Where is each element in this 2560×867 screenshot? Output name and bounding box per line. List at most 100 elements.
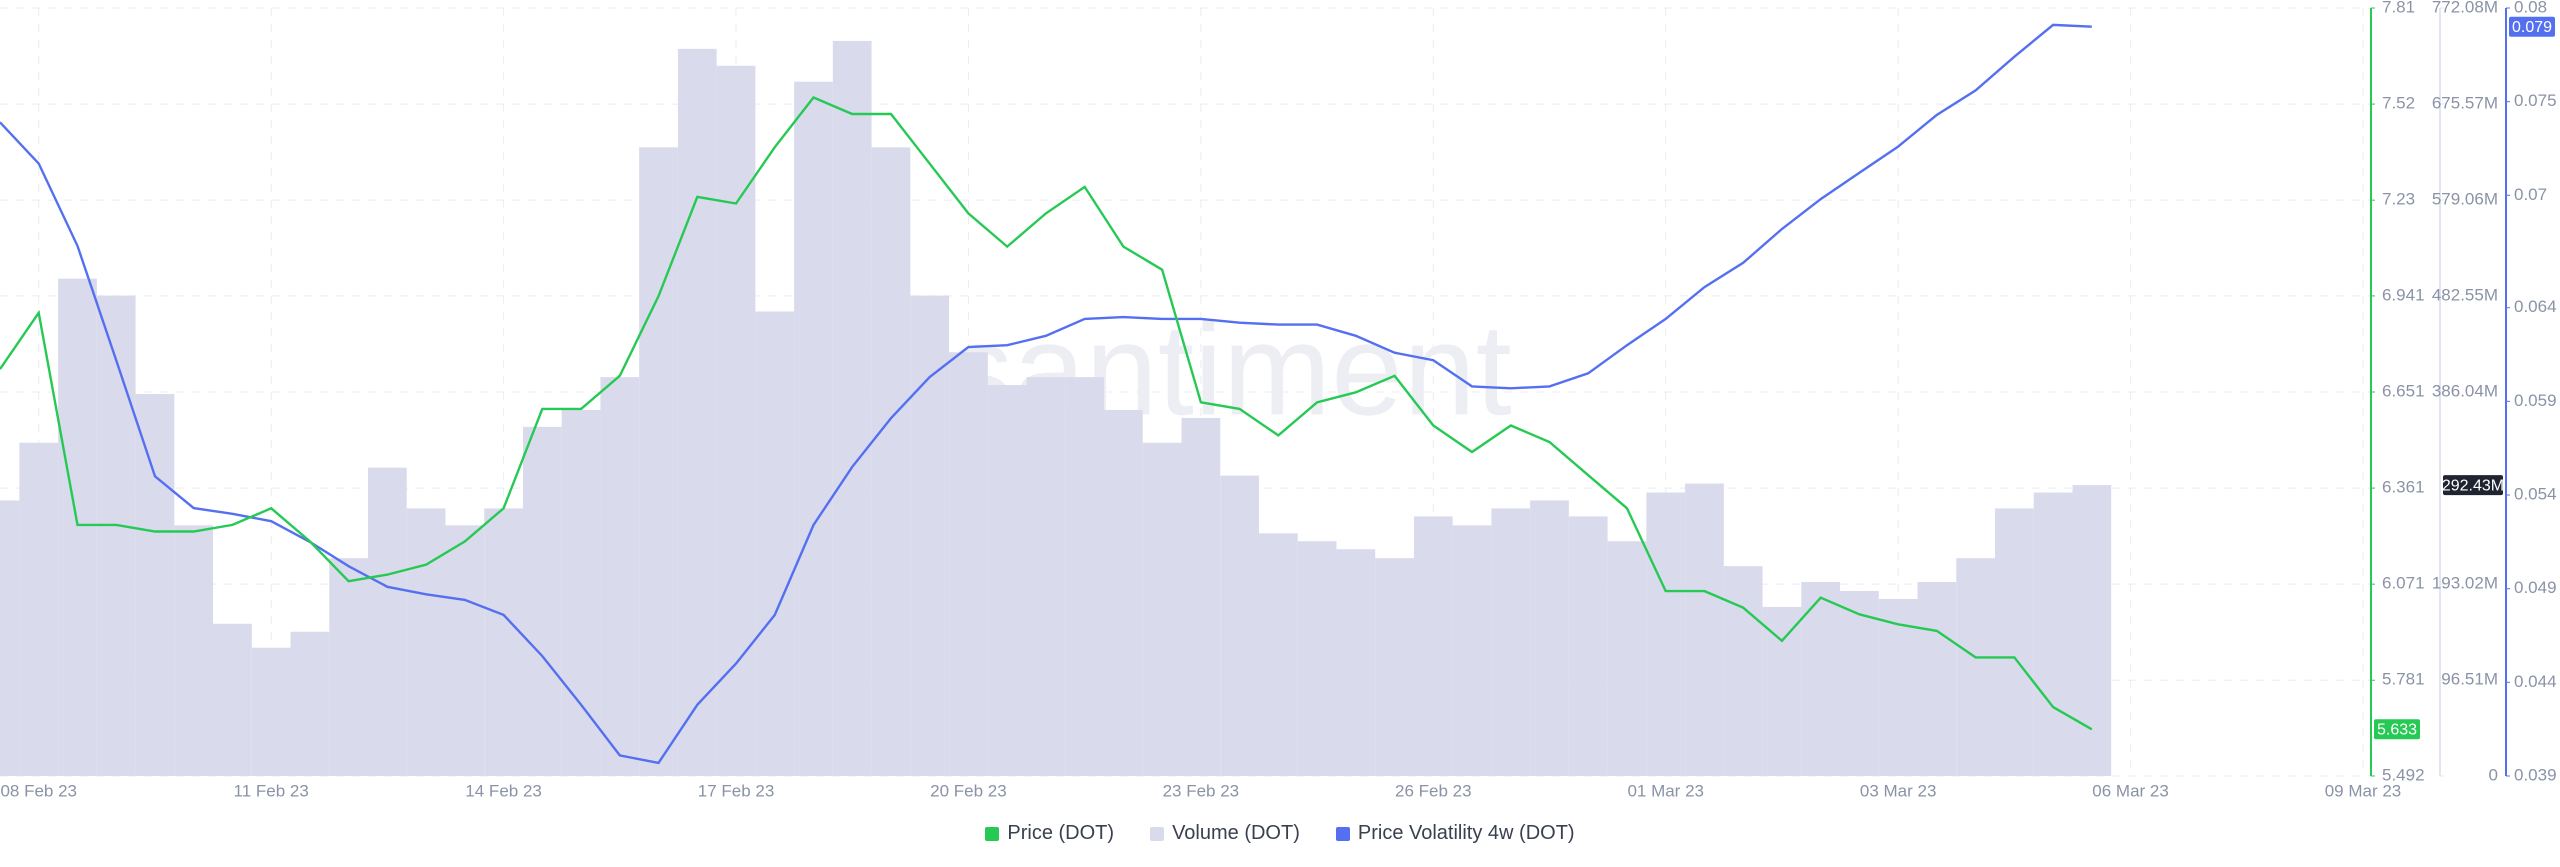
volume-bar [329, 558, 369, 776]
volume-bar [871, 147, 911, 777]
x-tick-label: 01 Mar 23 [1627, 781, 1704, 800]
volume-bar [639, 147, 678, 777]
volume-bar [445, 525, 485, 776]
volume-bar [1646, 492, 1686, 776]
x-tick-label: 09 Mar 23 [2325, 781, 2402, 800]
volume-bar [1026, 377, 1066, 776]
volume-bar [1530, 500, 1569, 776]
x-tick-label: 17 Feb 23 [698, 781, 775, 800]
y-tick-label: 6.941 [2382, 285, 2425, 304]
x-tick-label: 26 Feb 23 [1395, 781, 1472, 800]
volume-bar [794, 81, 833, 776]
volume-bar [368, 467, 407, 776]
legend-item[interactable]: Volume (DOT) [1150, 822, 1300, 845]
y-tick-label: 0.049 [2514, 578, 2557, 597]
y-tick-label: 7.81 [2382, 0, 2415, 16]
volume-bar [290, 631, 330, 776]
last-value-box [2374, 719, 2420, 740]
volume-bar [2072, 485, 2112, 776]
y-tick-label: 96.51M [2441, 669, 2498, 688]
volume-bar [1878, 598, 1918, 776]
volume-bar [1413, 516, 1453, 776]
legend-label: Price (DOT) [1007, 822, 1115, 844]
legend-swatch [1150, 826, 1165, 841]
volume-bar [251, 647, 291, 776]
x-tick-label: 23 Feb 23 [1163, 781, 1240, 800]
chart: 08 Feb 23 11 Feb 23 14 Feb 23 17 Feb 23 20 F… [0, 0, 2557, 800]
volume-bar [1297, 541, 1337, 776]
x-tick-label: 03 Mar 23 [1860, 781, 1937, 800]
volume-bar [135, 394, 175, 776]
legend-label: Price Volatility 4w (DOT) [1357, 822, 1575, 844]
y-tick-label: 0 [2489, 765, 2498, 784]
last-value-box [2443, 475, 2503, 496]
series-line [0, 23, 2092, 765]
y-tick-label: 7.23 [2382, 190, 2415, 209]
volume-bar [1375, 558, 1414, 776]
x-tick-label: 08 Feb 23 [0, 781, 77, 800]
volume-bar [96, 295, 136, 776]
legend-item[interactable]: Price (DOT) [985, 822, 1114, 845]
y-tick-label: 6.071 [2382, 574, 2425, 593]
volume-bar [522, 426, 562, 776]
volume-bar [1104, 409, 1143, 776]
y-tick-label: 7.52 [2382, 94, 2415, 113]
volume-bar [0, 500, 20, 776]
y-tick-label: 0.059 [2514, 391, 2557, 410]
legend-swatch [985, 826, 1000, 841]
y-tick-label: 5.781 [2382, 670, 2425, 689]
x-tick-label: 11 Feb 23 [234, 781, 309, 800]
last-value-label: 5.633 [2377, 722, 2417, 739]
y-tick-label: 772.08M [2432, 0, 2498, 16]
volume-bar [213, 623, 252, 776]
volume-bar [1452, 525, 1492, 776]
volume-bar [1723, 566, 1763, 776]
y-tick-label: 0.054 [2514, 485, 2557, 504]
volume-bar [406, 508, 446, 776]
volume-bar [19, 442, 59, 776]
volume-bar [755, 311, 795, 776]
series-line [0, 96, 2093, 731]
volume-bar [58, 278, 97, 776]
legend: Price (DOT) Volume (DOT) Price Volatility … [0, 822, 2560, 845]
volume-bar [832, 40, 872, 776]
y-tick-label: 6.361 [2382, 478, 2425, 497]
volume-bar [1956, 558, 1995, 776]
volume-bar [677, 48, 717, 776]
x-tick-label: 14 Feb 23 [465, 781, 542, 800]
y-tick-label: 579.06M [2432, 189, 2498, 208]
legend-label: Volume (DOT) [1172, 822, 1300, 844]
volume-bar [600, 377, 640, 776]
legend-item[interactable]: Price Volatility 4w (DOT) [1335, 822, 1575, 845]
volume-bar [1607, 541, 1647, 776]
volume-bar [484, 508, 523, 776]
volume-bar [1181, 417, 1221, 776]
y-tick-label: 0.039 [2514, 765, 2557, 784]
volume-bar [1917, 582, 1957, 776]
x-tick-label: 06 Mar 23 [2092, 781, 2169, 800]
y-tick-label: 5.492 [2382, 765, 2425, 784]
volume-bar [2033, 492, 2073, 776]
volume-bar [1840, 590, 1879, 776]
volume-bar [1491, 508, 1531, 776]
volume-bar [716, 65, 756, 777]
y-tick-label: 0.07 [2514, 185, 2547, 204]
volume-bar [174, 525, 214, 776]
volume-bar [987, 385, 1027, 776]
volume-bar [1142, 442, 1182, 776]
volume-bar [1336, 549, 1376, 776]
y-tick-label: 0.08 [2514, 0, 2547, 16]
last-value-box [2509, 16, 2555, 37]
volume-bar [1994, 508, 2034, 776]
y-tick-label: 0.064 [2514, 297, 2557, 316]
volume-bar [1258, 533, 1298, 776]
y-tick-label: 6.651 [2382, 381, 2425, 400]
legend-swatch [1335, 826, 1350, 841]
volume-bar [1065, 377, 1105, 776]
volume-bar [1220, 475, 1259, 776]
y-tick-label: 482.55M [2432, 285, 2498, 304]
y-tick-label: 675.57M [2432, 93, 2498, 112]
y-tick-label: 0.075 [2514, 91, 2557, 110]
volume-bar [1801, 582, 1841, 776]
volume-bar [561, 409, 601, 776]
